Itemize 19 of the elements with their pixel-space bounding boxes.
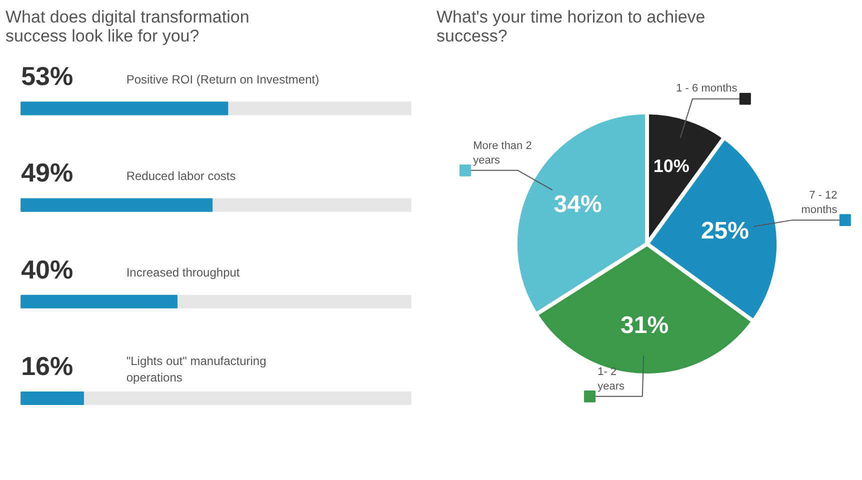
chart-title: What does digital transformation success look like for you?	[6, 8, 250, 46]
category-label: Increased throughput	[126, 266, 240, 280]
category-label: Reduced labor costs	[126, 169, 236, 184]
data-label: 49%	[21, 158, 74, 188]
category-label: "Lights out" manufacturing operations	[126, 354, 266, 385]
data-label: 40%	[21, 254, 74, 284]
data-label: 10%	[653, 156, 690, 176]
data-label: 31%	[620, 312, 669, 340]
slice-label: 1- 2 years	[598, 366, 626, 392]
data-label: 16%	[21, 350, 74, 381]
category-label: Positive ROI (Return on Investment)	[126, 72, 320, 86]
chart-title: What's your time horizon to achieve success?	[436, 8, 706, 46]
slice-label: 7 - 12 months	[801, 190, 838, 216]
slice-label: More than 2 years	[473, 140, 532, 166]
data-label: 25%	[700, 218, 749, 245]
data-label: 34%	[554, 191, 602, 218]
data-label: 53%	[21, 61, 74, 92]
slice-label: 1 - 6 months	[676, 82, 738, 95]
bar	[20, 391, 84, 406]
